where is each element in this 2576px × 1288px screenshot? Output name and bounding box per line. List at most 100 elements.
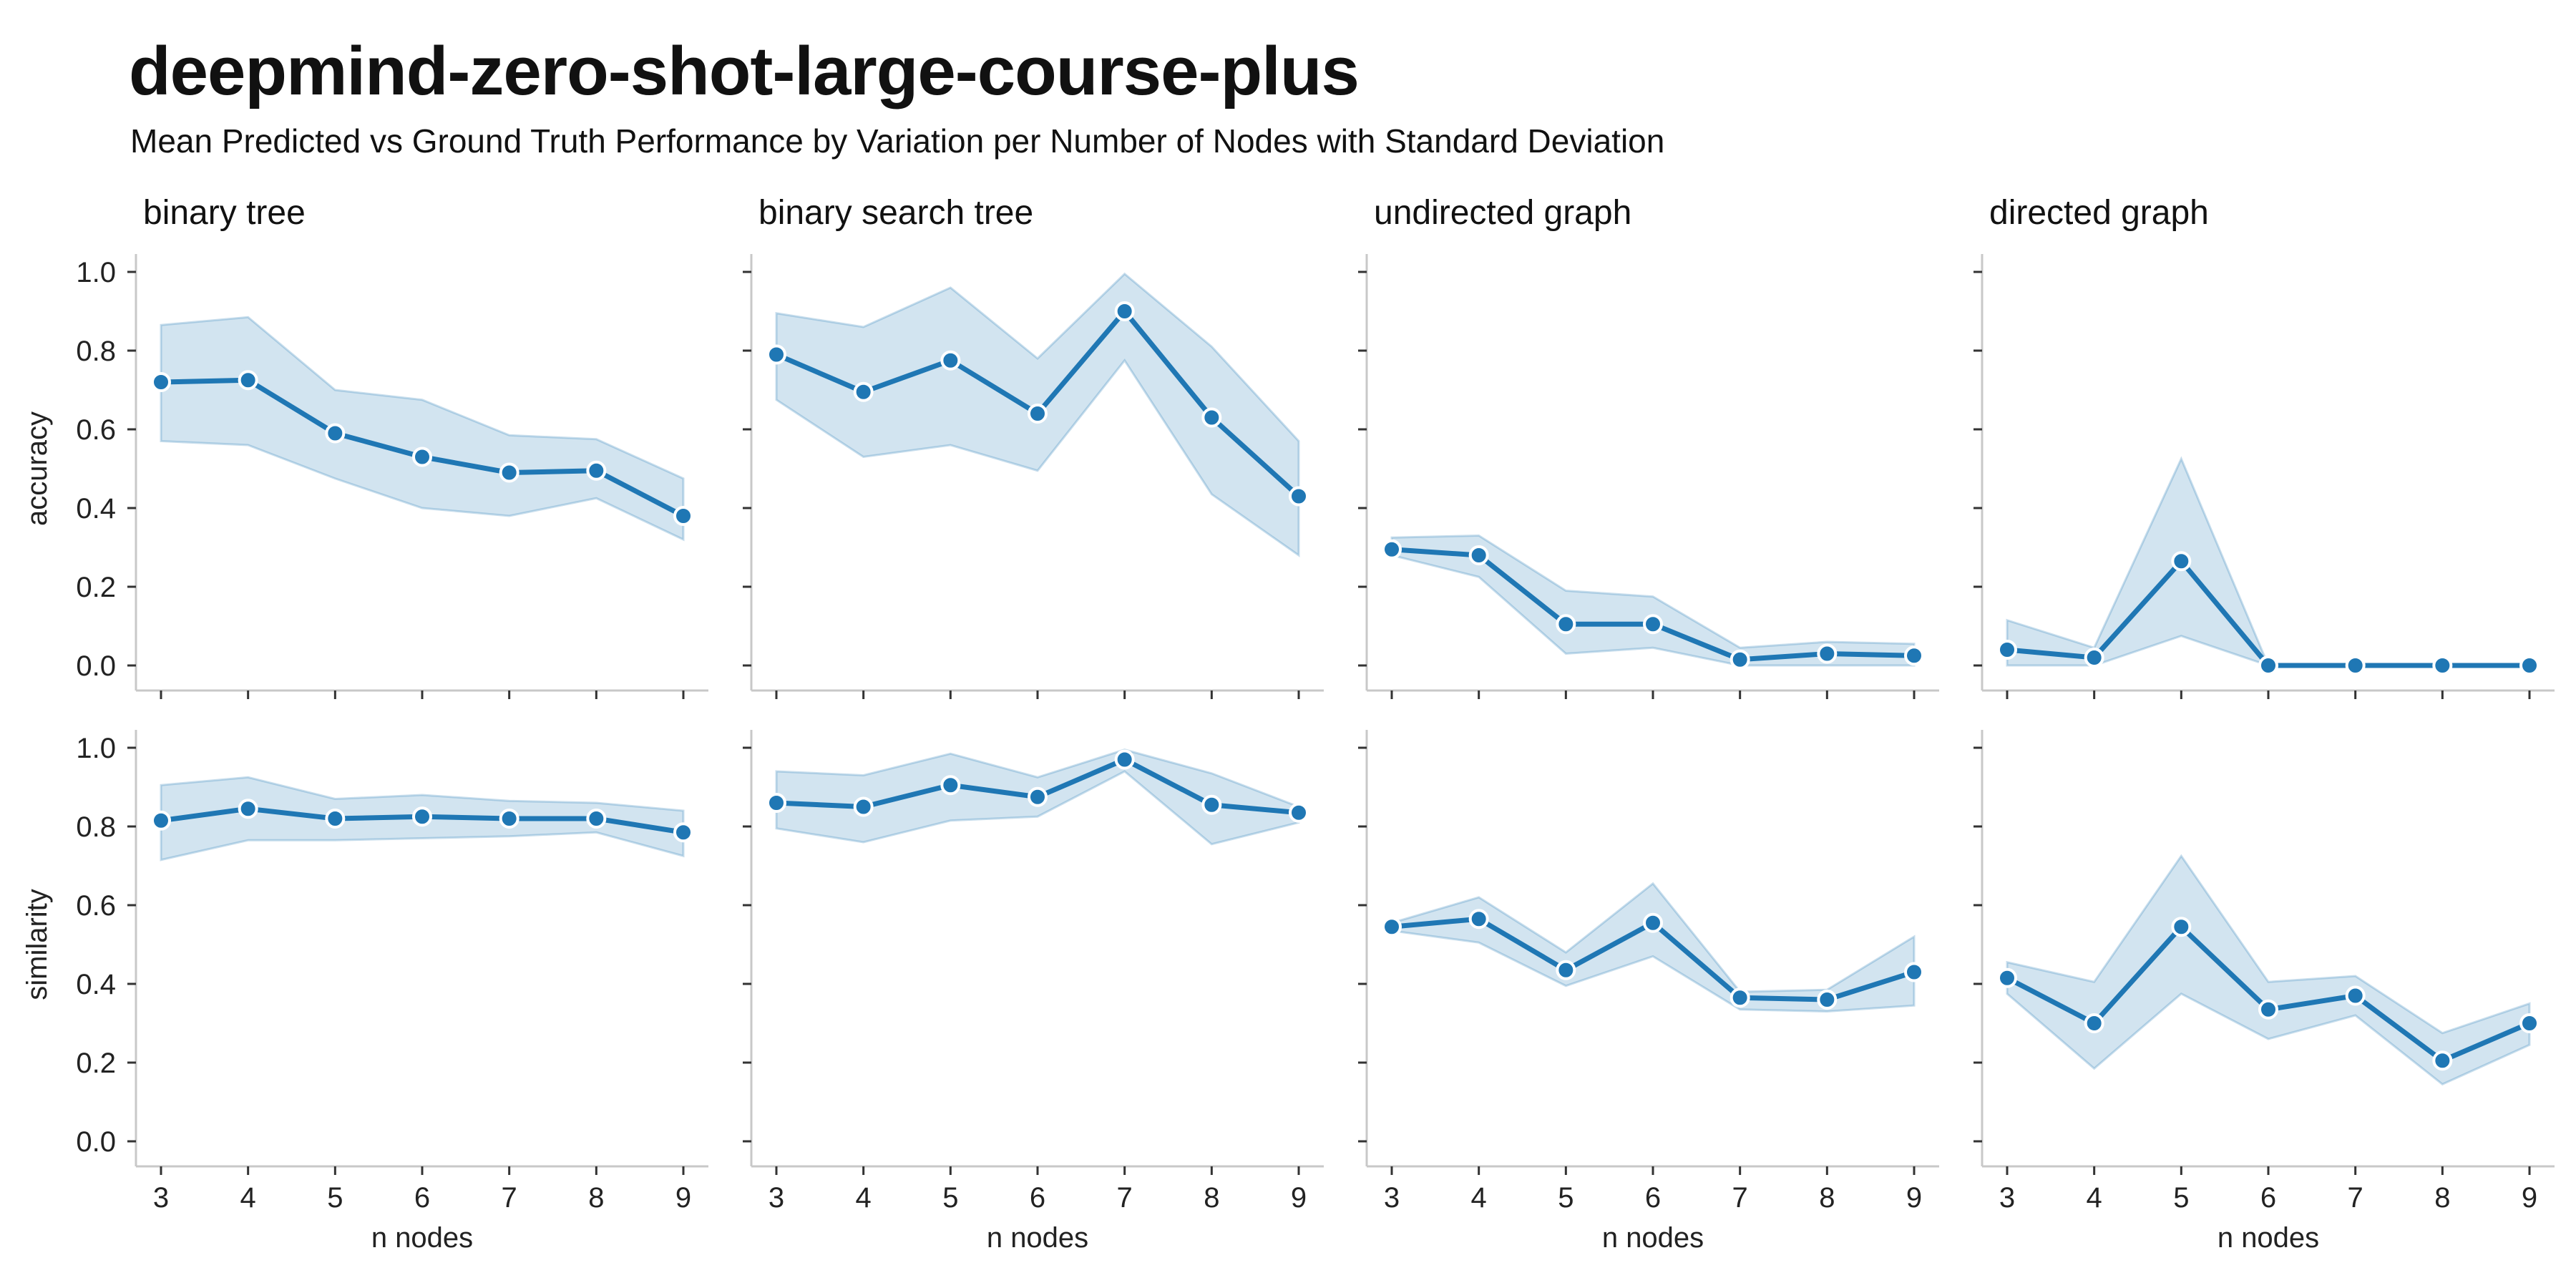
data-point: [2432, 1050, 2453, 1071]
x-tick-label: 9: [675, 1182, 691, 1214]
data-point: [940, 775, 961, 796]
data-point: [853, 381, 874, 402]
y-tick-label: 0.8: [76, 811, 116, 843]
x-tick-label: 8: [1819, 1182, 1835, 1214]
x-tick-label: 7: [502, 1182, 517, 1214]
data-point: [1201, 407, 1222, 428]
chart-subtitle: Mean Predicted vs Ground Truth Performan…: [130, 122, 1665, 160]
y-tick-label: 0.4: [76, 493, 116, 525]
data-point: [2084, 648, 2104, 668]
y-tick-label: 0.8: [76, 336, 116, 367]
data-point: [1468, 909, 1489, 930]
x-tick-label: 6: [2260, 1182, 2276, 1214]
panel-similarity-undirected-graph: 3 4 5 6 7 8 9 n nodes: [1358, 730, 1939, 1254]
x-tick-label: 4: [2087, 1182, 2102, 1214]
x-tick-label: 4: [1471, 1182, 1487, 1214]
data-point: [2345, 985, 2366, 1006]
y-tick-label: 0.2: [76, 1048, 116, 1079]
x-tick-label: 6: [414, 1182, 430, 1214]
data-point: [586, 809, 607, 829]
data-point: [1817, 990, 1838, 1010]
data-point: [1556, 614, 1576, 635]
data-point: [2171, 917, 2192, 937]
data-point: [1997, 967, 2017, 988]
data-point: [2171, 551, 2192, 572]
x-tick-label: 6: [1645, 1182, 1661, 1214]
data-point: [2519, 1013, 2540, 1033]
x-tick-label: 3: [1999, 1182, 2015, 1214]
x-tick-label: 5: [1558, 1182, 1574, 1214]
x-axis-label: n nodes: [1602, 1222, 1704, 1254]
data-point: [1289, 802, 1309, 823]
y-tick-label: 0.6: [76, 414, 116, 446]
data-point: [325, 809, 346, 829]
data-point: [2345, 655, 2366, 675]
x-axis-label: n nodes: [2218, 1222, 2319, 1254]
y-tick-label: 0.4: [76, 969, 116, 1000]
y-tick-label: 0.2: [76, 572, 116, 603]
data-point: [853, 796, 874, 817]
y-tick-label: 0.0: [76, 650, 116, 682]
data-point: [2258, 999, 2278, 1020]
data-point: [1904, 645, 1924, 666]
x-tick-label: 6: [1030, 1182, 1045, 1214]
y-tick-label: 0.6: [76, 890, 116, 922]
std-band: [160, 316, 685, 542]
data-point: [1643, 912, 1663, 933]
data-point: [1817, 643, 1838, 664]
data-point: [1028, 404, 1048, 424]
x-tick-label: 3: [1384, 1182, 1400, 1214]
data-point: [1556, 960, 1576, 980]
data-point: [1382, 539, 1402, 560]
data-point: [499, 809, 519, 829]
x-tick-label: 5: [942, 1182, 958, 1214]
data-point: [2258, 655, 2278, 675]
x-tick-label: 7: [1732, 1182, 1748, 1214]
data-point: [1729, 649, 1750, 670]
x-axis-label: n nodes: [987, 1222, 1088, 1254]
x-tick-label: 8: [2434, 1182, 2450, 1214]
x-tick-label: 4: [240, 1182, 256, 1214]
y-tick-label: 0.0: [76, 1126, 116, 1158]
x-tick-label: 7: [1117, 1182, 1133, 1214]
panel-accuracy-binary-search-tree: binary search tree: [743, 194, 1324, 699]
panel-title: directed graph: [1989, 194, 2209, 232]
data-point: [766, 344, 786, 365]
panel-similarity-binary-tree: 0.0 0.2 0.4 0.6 0.8 1.0 3 4 5 6 7 8 9 n nodes similari…: [21, 730, 708, 1254]
x-tick-label: 8: [1204, 1182, 1219, 1214]
data-point: [151, 810, 171, 831]
y-tick-label: 1.0: [76, 733, 116, 764]
data-point: [412, 806, 432, 827]
std-band: [2006, 854, 2531, 1085]
x-axis-label: n nodes: [371, 1222, 473, 1254]
panel-accuracy-undirected-graph: undirected graph: [1358, 194, 1939, 699]
panel-title: undirected graph: [1374, 194, 1631, 232]
data-point: [2519, 655, 2540, 675]
data-point: [1729, 987, 1750, 1008]
x-tick-label: 9: [1291, 1182, 1307, 1214]
x-tick-label: 3: [769, 1182, 784, 1214]
data-point: [766, 793, 786, 813]
std-band: [2006, 456, 2529, 667]
panel-title: binary tree: [143, 194, 306, 232]
x-tick-label: 9: [1906, 1182, 1922, 1214]
x-tick-label: 4: [856, 1182, 872, 1214]
data-point: [412, 447, 432, 467]
data-point: [238, 799, 258, 819]
panel-accuracy-binary-tree: 0.0 0.2 0.4 0.6 0.8 1.0 binary tree accuracy: [21, 194, 708, 699]
panel-title: binary search tree: [758, 194, 1033, 232]
data-point: [151, 372, 171, 392]
x-tick-label: 9: [2522, 1182, 2537, 1214]
x-tick-label: 5: [2173, 1182, 2189, 1214]
panel-similarity-binary-search-tree: 3 4 5 6 7 8 9 n nodes: [743, 730, 1324, 1254]
y-axis-label: accuracy: [21, 411, 53, 526]
y-axis-label: similarity: [21, 889, 53, 1000]
data-point: [673, 822, 693, 843]
data-point: [1028, 786, 1048, 807]
y-tick-label: 1.0: [76, 257, 116, 288]
data-point: [673, 506, 693, 526]
x-tick-label: 5: [327, 1182, 343, 1214]
data-point: [1997, 640, 2017, 660]
data-point: [1201, 794, 1222, 815]
